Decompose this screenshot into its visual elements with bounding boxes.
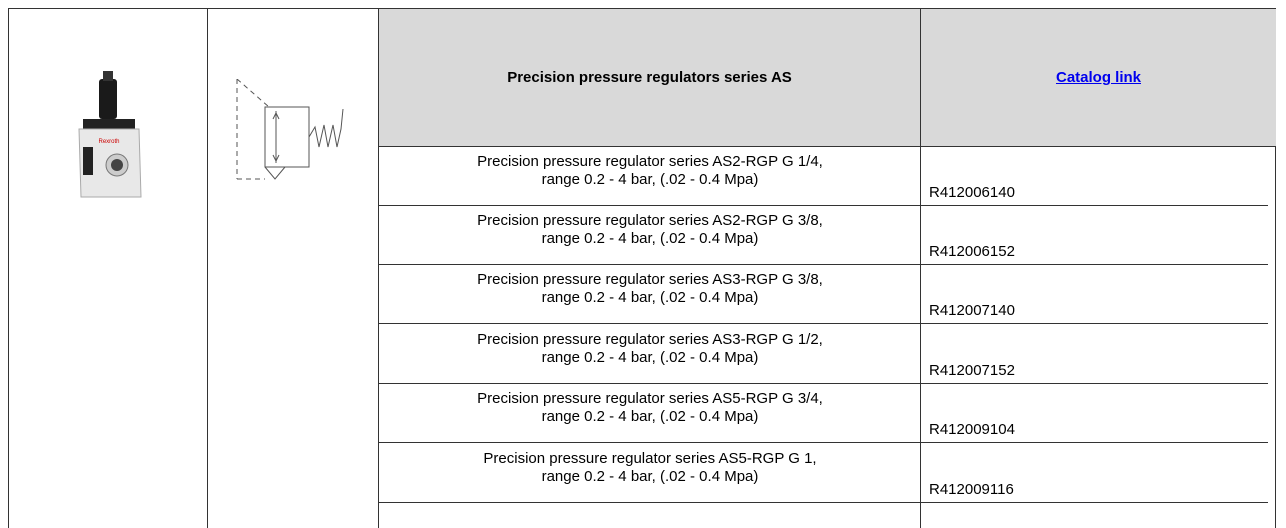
description-line: range 0.2 - 4 bar, (.02 - 0.4 Mpa): [541, 171, 759, 188]
part-number: R412009116: [921, 444, 1268, 503]
header-cell: Catalog link: [921, 9, 1276, 147]
description-cell: Precision pressure regulator series AS2-…: [379, 147, 921, 206]
description-line: Precision pressure regulator series AS3-…: [477, 271, 823, 288]
product-image: Rexroth: [78, 71, 142, 198]
description-line: Precision pressure regulator series AS2-…: [477, 212, 823, 229]
description-line: Precision pressure regulator series AS5-…: [477, 390, 823, 407]
part-number: R412009104: [921, 384, 1268, 443]
product-table: Rexroth Precision pressure regulators se…: [8, 8, 1276, 528]
description-line: range 0.2 - 4 bar, (.02 - 0.4 Mpa): [541, 349, 759, 366]
description-line: Precision pressure regulator series AS2-…: [477, 153, 823, 170]
description-cell: Precision pressure regulator series AS3-…: [379, 325, 921, 384]
description-line: range 0.2 - 4 bar, (.02 - 0.4 Mpa): [541, 289, 759, 306]
column-divider: [207, 9, 208, 528]
description-cell: Precision pressure regulator series AS3-…: [379, 265, 921, 324]
description-cell: Precision pressure regulator series AS5-…: [379, 384, 921, 443]
description-line: range 0.2 - 4 bar, (.02 - 0.4 Mpa): [541, 230, 759, 247]
pneumatic-symbol: [236, 79, 344, 180]
part-number: R412006152: [921, 206, 1268, 265]
brand-label: Rexroth: [98, 139, 119, 145]
part-number: R412006140: [921, 147, 1268, 206]
description-line: Precision pressure regulator series AS3-…: [477, 331, 823, 348]
description-line: Precision pressure regulator series AS5-…: [483, 450, 817, 467]
header-title: Precision pressure regulators series AS: [379, 9, 920, 147]
part-number: R412007140: [921, 265, 1268, 324]
description-line: range 0.2 - 4 bar, (.02 - 0.4 Mpa): [541, 408, 759, 425]
part-number: R412007152: [921, 325, 1268, 384]
description-cell: Precision pressure regulator series AS5-…: [379, 444, 921, 503]
column-divider: [378, 9, 379, 528]
description-line: range 0.2 - 4 bar, (.02 - 0.4 Mpa): [541, 468, 759, 485]
catalog-link[interactable]: Catalog link: [1055, 69, 1141, 86]
description-cell: Precision pressure regulator series AS2-…: [379, 206, 921, 265]
column-divider: [920, 9, 921, 528]
